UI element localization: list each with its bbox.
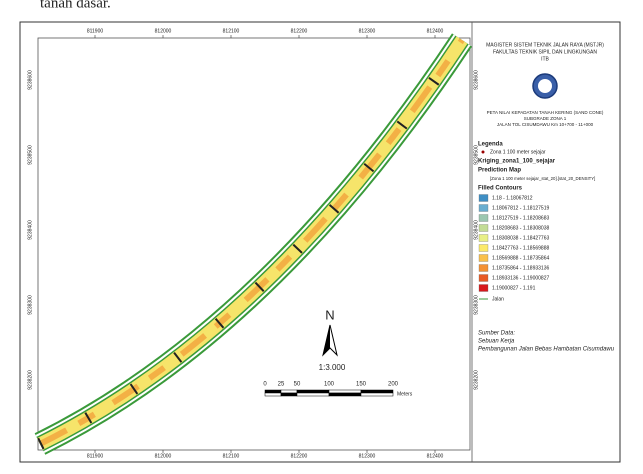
map-area	[37, 37, 471, 451]
contour-swatch	[478, 234, 489, 242]
left-coord: 9238300	[27, 295, 33, 315]
contour-swatch	[478, 244, 489, 252]
institution: FAKULTAS TEKNIK SIPIL DAN LINGKUNGAN	[493, 49, 597, 55]
scalebar-top	[264, 389, 282, 394]
contour-label: 1.18933136 - 1.19000827	[492, 275, 549, 281]
contour-swatch	[478, 254, 489, 262]
source: Sebuan Kerja	[478, 339, 515, 345]
top-coord: 812300	[359, 28, 376, 34]
source: Pembangunan Jalan Bebas Hambatan Cisumda…	[478, 347, 615, 353]
scale-ratio: 1:3.000	[319, 363, 346, 372]
map-title: JALAN TOL CISUMDAWU Km 10+700 - 11+000	[497, 122, 594, 127]
road-label: Jalan	[492, 296, 504, 302]
contour-swatch	[478, 204, 489, 212]
top-coord: 812000	[155, 28, 172, 34]
contour-swatch	[478, 284, 489, 292]
bottom-coord: 812200	[291, 453, 308, 459]
contour-label: 1.18427763 - 1.18569888	[492, 245, 549, 251]
contour-label: 1.18127519 - 1.18208683	[492, 215, 549, 221]
scalebar-bottom	[296, 392, 330, 397]
right-coord: 9238300	[473, 295, 479, 315]
point-layer: Zona 1 100 meter sejajar	[490, 149, 546, 155]
contour-swatch	[478, 264, 489, 272]
source: Sumber Data:	[478, 331, 515, 337]
contour-swatch	[478, 274, 489, 282]
institution: MAGISTER SISTEM TEKNIK JALAN RAYA (MSTJR…	[486, 42, 604, 48]
contour-label: 1.18308038 - 1.18427763	[492, 235, 549, 241]
scalebar-top	[280, 389, 298, 394]
point-symbol	[481, 150, 485, 154]
legend-title: Legenda	[478, 142, 503, 148]
field-label: [Zona 1 100 meter sejajar_stat_20].[stat…	[490, 176, 595, 181]
bottom-coord: 812100	[223, 453, 240, 459]
bottom-coord: 811900	[87, 453, 104, 459]
scalebar-label: 0	[263, 382, 267, 388]
contour-label: 1.18067812 - 1.18127519	[492, 205, 549, 211]
prediction-label: Prediction Map	[478, 168, 521, 174]
institution: ITB	[541, 56, 549, 62]
left-coord: 9238600	[27, 70, 33, 90]
contour-swatch	[478, 214, 489, 222]
scalebar-bottom	[280, 392, 298, 397]
right-coord: 9238500	[473, 145, 479, 165]
contour-label: 1.18569888 - 1.18735864	[492, 255, 549, 261]
map-title: SUBGRADE ZONA 1	[524, 116, 567, 121]
bottom-coord: 812000	[155, 453, 172, 459]
contour-label: 1.18208683 - 1.18308038	[492, 225, 549, 231]
left-coord: 9238500	[27, 145, 33, 165]
left-coord: 9238200	[27, 370, 33, 390]
road	[34, 33, 473, 455]
north-label: N	[325, 307, 334, 322]
right-coord: 9238200	[473, 370, 479, 390]
scalebar-top	[296, 389, 330, 394]
contour-label: 1.19000827 - 1.191	[492, 285, 536, 291]
contour-swatch	[478, 224, 489, 232]
scalebar-label: 25	[278, 382, 285, 388]
scalebar-bottom	[360, 392, 394, 397]
scalebar-top	[360, 389, 394, 394]
contour-swatch	[478, 194, 489, 202]
top-coord: 812400	[427, 28, 444, 34]
contour-label: 1.18 - 1.18067812	[492, 195, 533, 201]
contours-title: Filled Contours	[478, 186, 523, 192]
prediction-high	[38, 38, 465, 447]
top-coord: 812200	[291, 28, 308, 34]
contour-label: 1.18735864 - 1.18933136	[492, 265, 549, 271]
right-coord: 9238600	[473, 70, 479, 90]
scalebar-top	[328, 389, 362, 394]
scalebar-bottom	[328, 392, 362, 397]
caption: tanah dasar.	[40, 0, 111, 11]
scalebar-label: 100	[324, 382, 335, 388]
kriging-layer: Kriging_zona1_100_sejajar	[478, 159, 556, 165]
right-coord: 9238400	[473, 220, 479, 240]
bottom-coord: 812400	[427, 453, 444, 459]
map-title: PETA NILAI KEPADATAN TANAH KERING (SAND …	[487, 110, 604, 115]
logo-inner	[538, 79, 552, 93]
bottom-coord: 812300	[359, 453, 376, 459]
scalebar-label: 150	[356, 382, 367, 388]
top-coord: 812100	[223, 28, 240, 34]
scalebar-label: 200	[388, 382, 399, 388]
scalebar-unit: Meters	[397, 391, 413, 397]
north-arrow-shade	[323, 325, 330, 355]
scalebar-label: 50	[294, 382, 301, 388]
left-coord: 9238400	[27, 220, 33, 240]
top-coord: 811900	[87, 28, 104, 34]
scalebar-bottom	[264, 392, 282, 397]
